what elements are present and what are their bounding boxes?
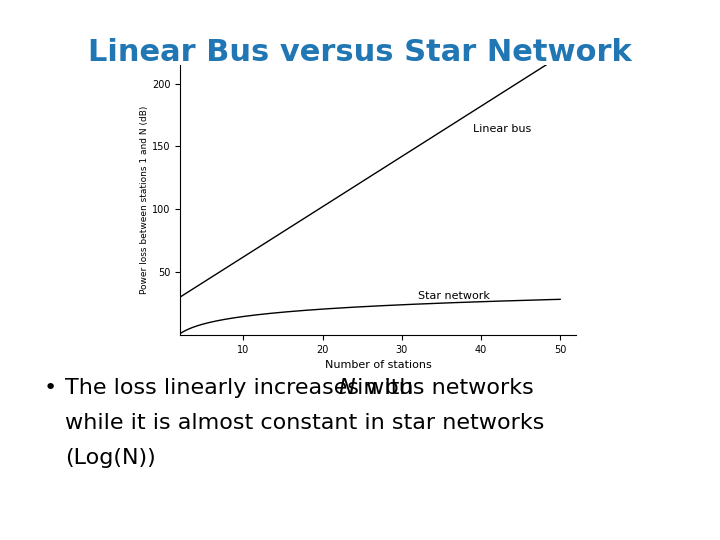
Text: Linear bus: Linear bus [473,124,531,134]
Y-axis label: Power loss between stations 1 and N (dB): Power loss between stations 1 and N (dB) [140,106,149,294]
Text: (Log(N)): (Log(N)) [65,448,156,468]
Text: Linear Bus versus Star Network: Linear Bus versus Star Network [88,38,632,67]
Text: Star network: Star network [418,291,490,301]
Text: in bus networks: in bus networks [351,378,534,398]
Text: N: N [338,378,355,398]
Text: while it is almost constant in star networks: while it is almost constant in star netw… [65,413,544,433]
X-axis label: Number of stations: Number of stations [325,360,431,370]
Text: •: • [43,378,56,398]
Text: The loss linearly increases with: The loss linearly increases with [65,378,420,398]
